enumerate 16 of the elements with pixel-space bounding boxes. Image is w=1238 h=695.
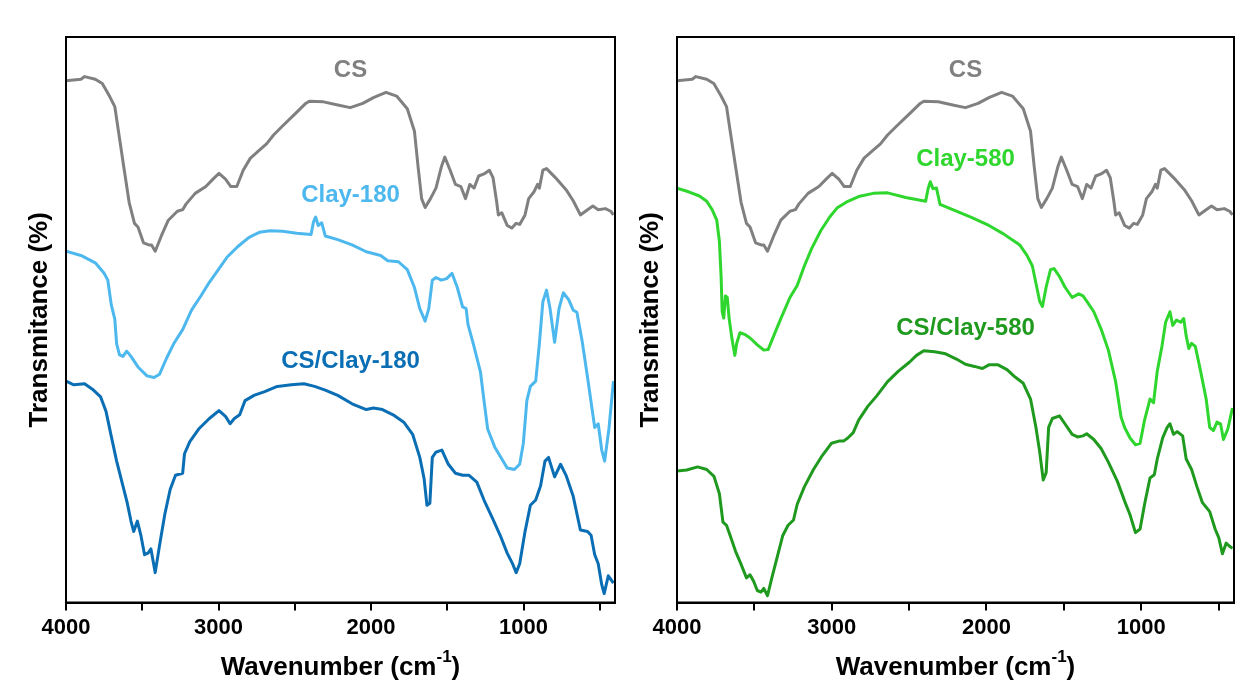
x-tick-label: 1000 <box>1116 613 1166 639</box>
series-label: Clay-180 <box>301 179 400 207</box>
x-tick-label: 2000 <box>961 613 1011 639</box>
series-label: CS/Clay-180 <box>281 346 420 374</box>
x-tick-label: 4000 <box>41 613 91 639</box>
x-tick-label: 4000 <box>652 613 702 639</box>
series-label: Clay-580 <box>916 144 1015 172</box>
series-label: CS/Clay-580 <box>896 313 1035 341</box>
x-tick-label: 1000 <box>499 613 548 639</box>
series-label: CS <box>333 55 368 82</box>
y-axis-title: Transmitance (%) <box>634 212 665 428</box>
x-tick-label: 3000 <box>194 613 243 639</box>
x-tick-label: 2000 <box>346 613 396 639</box>
series-label: CS <box>948 55 983 82</box>
y-axis-title: Transmitance (%) <box>23 212 54 428</box>
x-tick-label: 3000 <box>807 613 857 639</box>
